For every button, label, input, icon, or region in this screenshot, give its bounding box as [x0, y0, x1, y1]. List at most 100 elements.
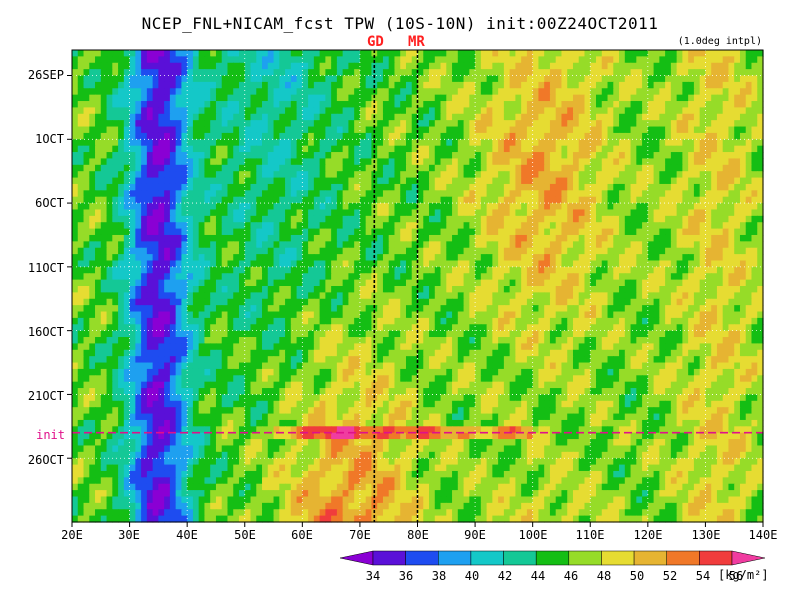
tpw-cell [169, 241, 177, 249]
tpw-cell [682, 56, 689, 64]
tpw-cell [676, 222, 683, 230]
tpw-cell [578, 203, 586, 211]
tpw-cell [141, 62, 148, 70]
tpw-cell [578, 171, 586, 179]
tpw-cell [751, 177, 758, 185]
tpw-cell [394, 62, 401, 70]
tpw-cell [446, 69, 453, 77]
tpw-cell [659, 132, 666, 140]
tpw-cell [446, 177, 453, 185]
tpw-cell [187, 196, 194, 204]
tpw-cell [273, 88, 280, 96]
tpw-cell [146, 215, 154, 223]
tpw-cell [549, 298, 557, 306]
tpw-cell [118, 113, 125, 121]
tpw-cell [446, 298, 453, 306]
tpw-cell [572, 107, 580, 115]
tpw-cell [624, 132, 632, 140]
tpw-cell [273, 247, 280, 255]
tpw-cell [619, 234, 626, 242]
tpw-cell [561, 101, 568, 109]
tpw-cell [711, 120, 718, 128]
tpw-cell [716, 177, 724, 185]
tpw-cell [757, 298, 764, 306]
tpw-cell [365, 183, 373, 191]
tpw-cell [129, 62, 136, 70]
tpw-cell [210, 279, 217, 287]
tpw-cell [164, 101, 171, 109]
tpw-cell [382, 215, 390, 223]
tpw-cell [498, 75, 505, 83]
tpw-cell [95, 132, 102, 140]
tpw-cell [181, 196, 188, 204]
tpw-cell [89, 247, 96, 255]
tpw-cell [313, 69, 321, 77]
tpw-cell [659, 222, 666, 230]
tpw-cell [164, 171, 171, 179]
tpw-cell [647, 81, 655, 89]
tpw-cell [77, 50, 85, 57]
tpw-cell [210, 254, 217, 262]
tpw-cell [480, 145, 488, 153]
tpw-cell [549, 62, 557, 70]
tpw-cell [745, 164, 753, 172]
tpw-cell [244, 273, 252, 281]
tpw-cell [169, 152, 177, 160]
tpw-cell [682, 247, 689, 255]
tpw-cell [475, 88, 482, 96]
tpw-cell [670, 298, 678, 306]
tpw-cell [83, 152, 90, 160]
tpw-cell [238, 50, 246, 57]
tpw-cell [158, 88, 165, 96]
tpw-cell [164, 273, 171, 281]
tpw-cell [169, 183, 177, 191]
tpw-cell [475, 177, 482, 185]
tpw-cell [434, 126, 442, 134]
tpw-cell [290, 183, 298, 191]
tpw-cell [469, 298, 476, 306]
tpw-cell [181, 69, 188, 77]
tpw-cell [204, 107, 211, 115]
tpw-cell [653, 164, 660, 172]
tpw-cell [210, 234, 217, 242]
tpw-cell [492, 107, 499, 115]
tpw-cell [555, 254, 563, 262]
tpw-cell [181, 305, 188, 313]
tpw-cell [342, 94, 349, 102]
tpw-cell [624, 254, 632, 262]
tpw-cell [250, 203, 257, 211]
tpw-cell [659, 286, 666, 293]
tpw-cell [613, 152, 620, 160]
tpw-cell [129, 247, 136, 255]
tpw-cell [498, 190, 505, 198]
tpw-cell [457, 126, 465, 134]
tpw-cell [480, 81, 488, 89]
tpw-cell [365, 286, 373, 293]
tpw-cell [377, 107, 384, 115]
tpw-cell [567, 164, 574, 172]
tpw-cell [152, 183, 159, 191]
tpw-cell [492, 279, 499, 287]
tpw-cell [601, 190, 609, 198]
tpw-cell [100, 247, 108, 255]
tpw-cell [89, 113, 96, 121]
tpw-cell [515, 107, 522, 115]
tpw-cell [72, 222, 79, 230]
tpw-cell [210, 126, 217, 134]
tpw-cell [267, 56, 275, 64]
tpw-cell [135, 292, 142, 300]
tpw-cell [244, 177, 252, 185]
tpw-cell [405, 215, 413, 223]
tpw-cell [446, 247, 453, 255]
tpw-cell [382, 305, 390, 313]
tpw-cell [290, 286, 298, 293]
tpw-cell [302, 75, 309, 83]
tpw-cell [475, 311, 482, 319]
tpw-cell [440, 298, 447, 306]
tpw-cell [526, 228, 534, 236]
tpw-cell [699, 286, 707, 293]
tpw-cell [757, 158, 764, 166]
tpw-cell [440, 75, 447, 83]
tpw-cell [642, 298, 649, 306]
tpw-cell [544, 286, 551, 293]
